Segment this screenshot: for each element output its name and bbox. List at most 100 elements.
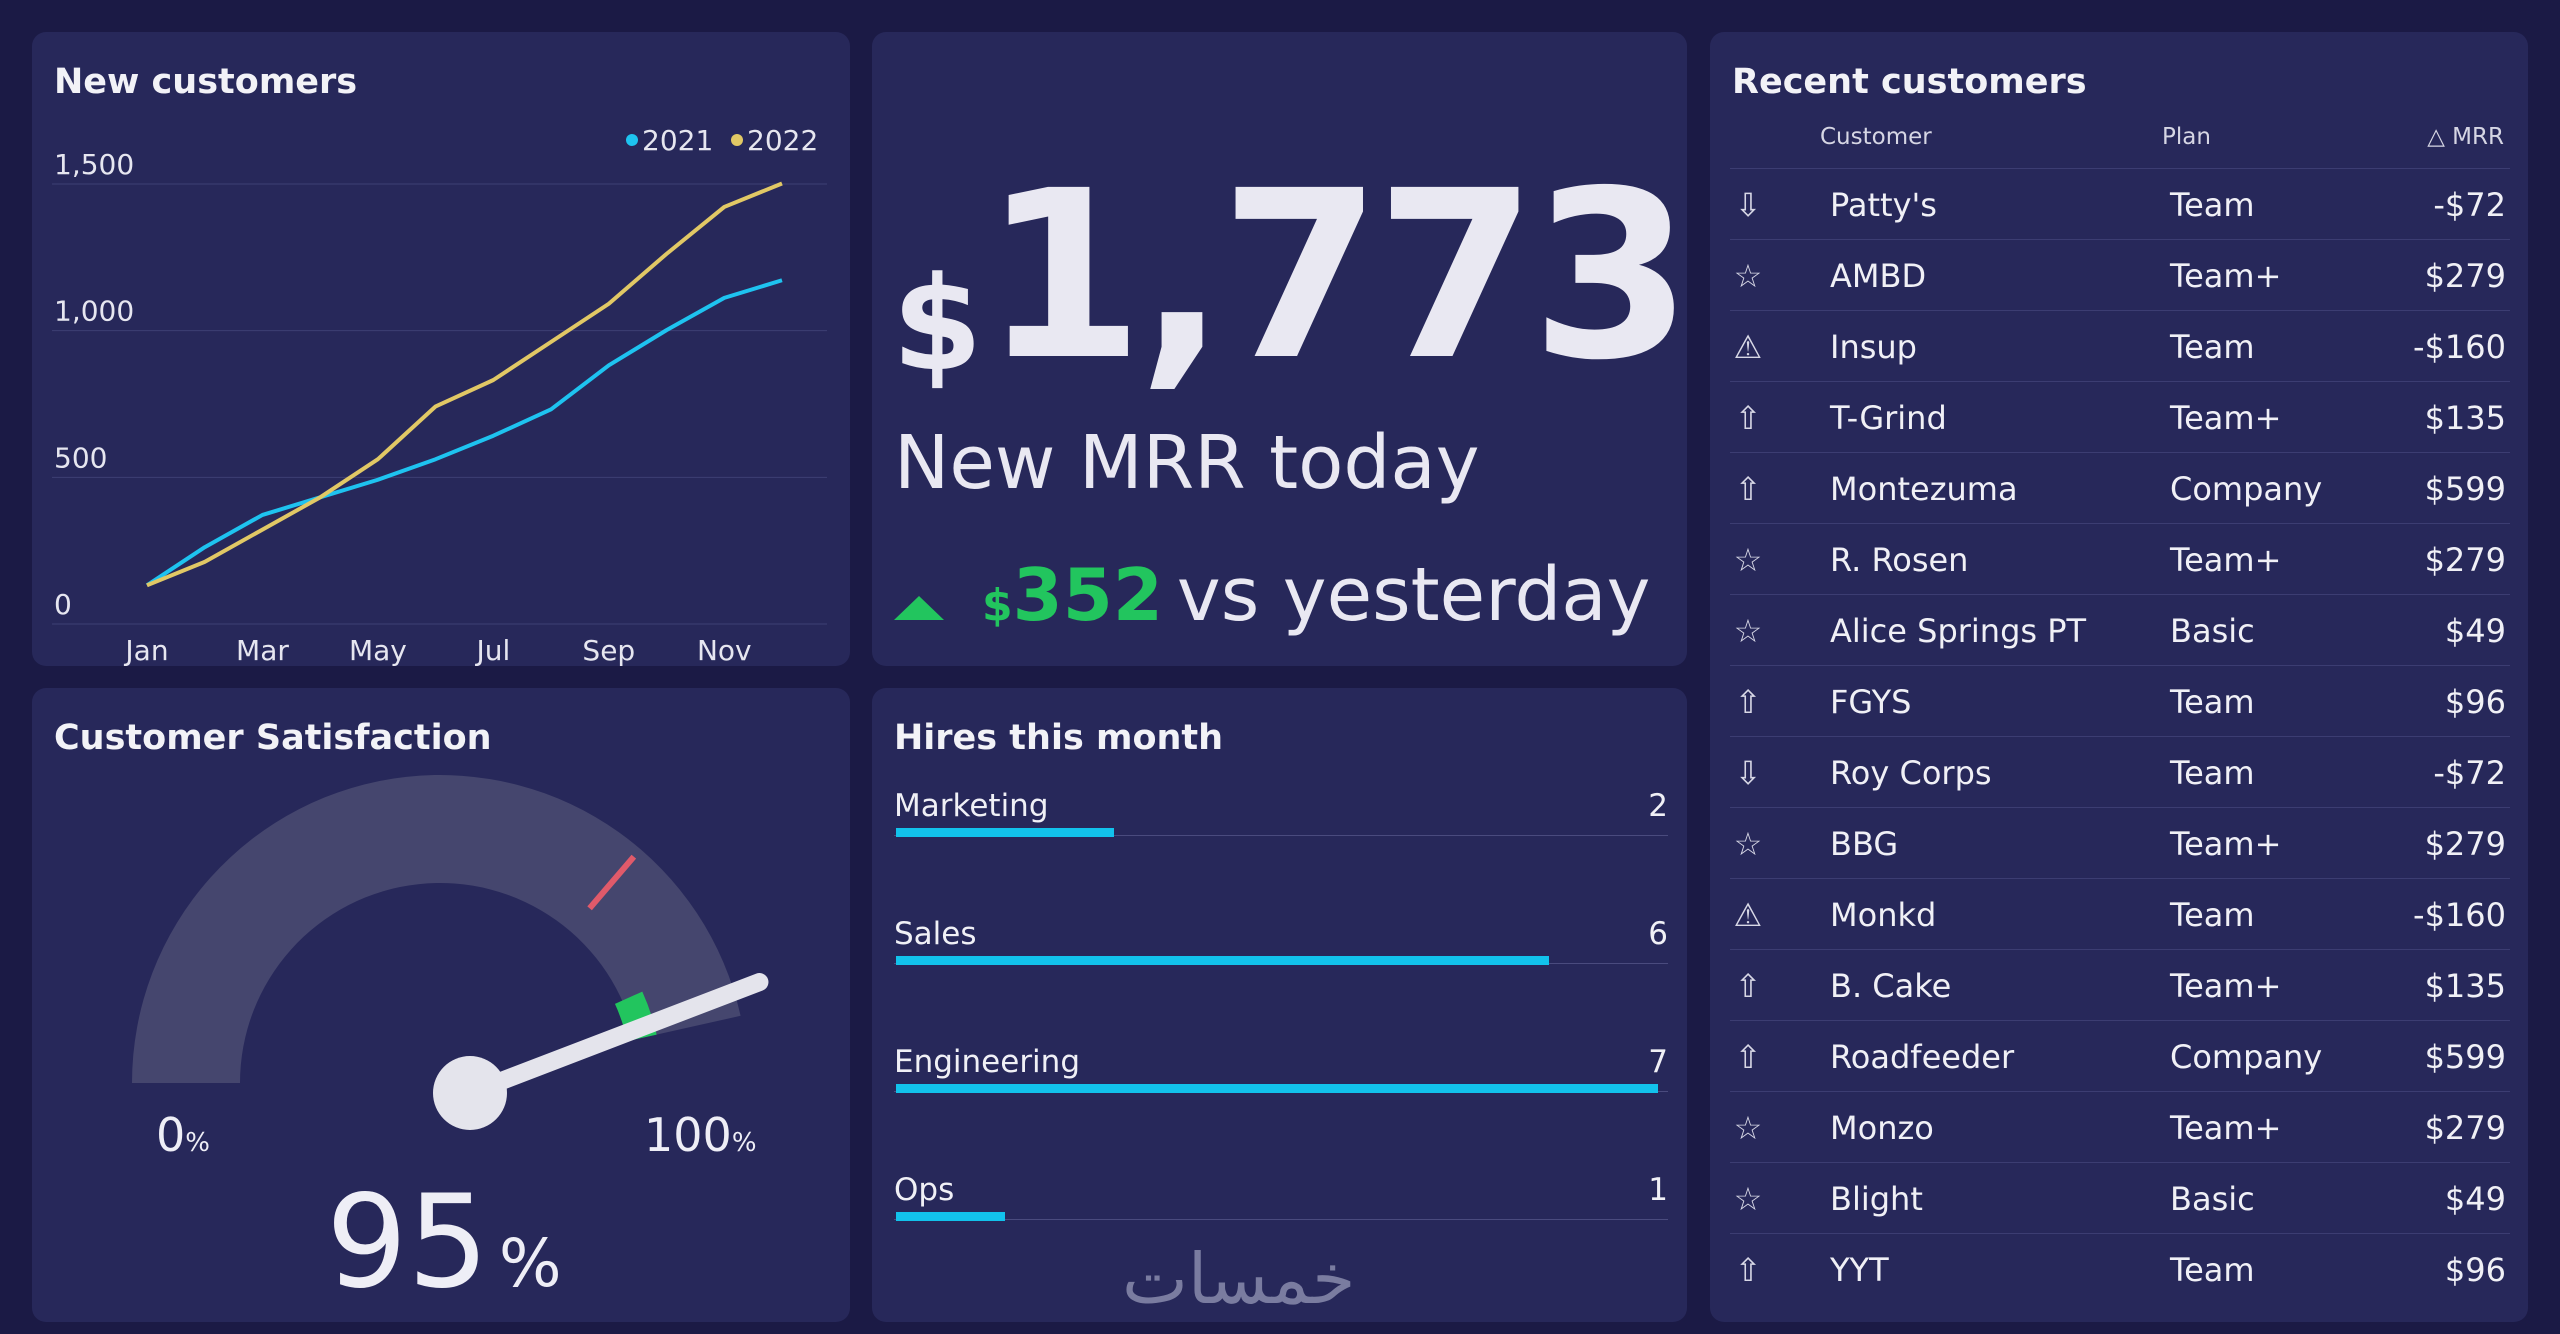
customer-mrr: -$72 xyxy=(2433,186,2506,224)
hire-count: 6 xyxy=(1648,916,1668,952)
column-header-mrr[interactable]: △ MRR xyxy=(2427,124,2504,150)
customer-plan: Team xyxy=(2170,754,2255,792)
customer-mrr: $49 xyxy=(2444,1180,2506,1218)
customer-plan: Company xyxy=(2170,1038,2323,1076)
hire-track xyxy=(894,1219,1668,1220)
up-triangle-icon xyxy=(894,595,944,620)
table-row[interactable]: ⚠ Monkd Team -$160 xyxy=(1730,878,2510,950)
table-row[interactable]: ⚠ Insup Team -$160 xyxy=(1730,310,2510,382)
customer-plan: Basic xyxy=(2170,612,2255,650)
customer-name: T-Grind xyxy=(1830,399,1947,437)
star-icon: ☆ xyxy=(1733,612,1763,650)
table-row[interactable]: ⇧ Roadfeeder Company $599 xyxy=(1730,1020,2510,1092)
table-row[interactable]: ☆ R. Rosen Team+ $279 xyxy=(1730,523,2510,595)
star-icon: ☆ xyxy=(1733,541,1763,579)
customer-mrr: $135 xyxy=(2424,399,2506,437)
table-row[interactable]: ⇩ Patty's Team -$72 xyxy=(1730,168,2510,240)
customer-plan: Team xyxy=(2170,1251,2255,1289)
table-row[interactable]: ⇧ Montezuma Company $599 xyxy=(1730,452,2510,524)
warning-icon: ⚠ xyxy=(1733,896,1763,934)
satisfaction-gauge xyxy=(132,775,769,1130)
customer-plan: Team xyxy=(2170,683,2255,721)
customer-plan: Team xyxy=(2170,328,2255,366)
customer-mrr: -$72 xyxy=(2433,754,2506,792)
panel-title: New customers xyxy=(54,62,358,102)
customer-name: Alice Springs PT xyxy=(1830,612,2087,650)
gauge-min-label: 0% xyxy=(156,1108,210,1162)
column-header-plan[interactable]: Plan xyxy=(2162,124,2211,150)
customer-name: YYT xyxy=(1830,1251,1889,1289)
table-row[interactable]: ☆ Monzo Team+ $279 xyxy=(1730,1091,2510,1163)
customer-name: FGYS xyxy=(1830,683,1912,721)
customer-name: BBG xyxy=(1830,825,1899,863)
customer-mrr: $96 xyxy=(2444,1251,2506,1289)
star-icon: ☆ xyxy=(1733,825,1763,863)
hire-label: Ops xyxy=(894,1172,955,1208)
customer-name: Blight xyxy=(1830,1180,1923,1218)
customer-name: Insup xyxy=(1830,328,1917,366)
hire-bar xyxy=(896,956,1550,965)
customer-plan: Basic xyxy=(2170,1180,2255,1218)
y-tick-label: 0 xyxy=(54,588,72,621)
x-tick-label: Mar xyxy=(236,634,289,666)
column-header-customer[interactable]: Customer xyxy=(1820,124,1932,150)
customer-name: Patty's xyxy=(1830,186,1937,224)
up-arrow-icon: ⇧ xyxy=(1734,683,1762,721)
x-tick-label: Nov xyxy=(697,634,752,666)
panel-title: Recent customers xyxy=(1732,62,2087,102)
customer-mrr: $599 xyxy=(2424,470,2506,508)
customer-name: R. Rosen xyxy=(1830,541,1969,579)
customer-name: Monkd xyxy=(1830,896,1937,934)
hire-label: Marketing xyxy=(894,788,1049,824)
gauge-max-label: 100% xyxy=(644,1108,757,1162)
legend-label: 2021 xyxy=(642,124,713,157)
x-tick-label: Jan xyxy=(123,634,168,666)
mrr-currency: $ xyxy=(892,248,983,400)
series-line-2021 xyxy=(145,278,783,588)
y-tick-label: 500 xyxy=(54,441,107,474)
up-arrow-icon: ⇧ xyxy=(1734,1038,1762,1076)
down-arrow-icon: ⇩ xyxy=(1734,186,1762,224)
new-customers-chart: 0 500 1,000 1,500 Jan Mar May Jul Sep Nov 2021 2022 xyxy=(52,124,827,666)
customer-name: B. Cake xyxy=(1830,967,1952,1005)
x-tick-label: Jul xyxy=(474,634,510,666)
panel-title: Customer Satisfaction xyxy=(54,718,492,758)
customer-mrr: $279 xyxy=(2424,541,2506,579)
table-row[interactable]: ☆ Alice Springs PT Basic $49 xyxy=(1730,594,2510,666)
hire-track xyxy=(894,835,1668,836)
table-row[interactable]: ☆ Blight Basic $49 xyxy=(1730,1162,2510,1234)
x-tick-label: Sep xyxy=(582,634,635,666)
warning-icon: ⚠ xyxy=(1733,328,1763,366)
table-row[interactable]: ⇧ YYT Team $96 xyxy=(1730,1233,2510,1305)
gauge-needle-hub xyxy=(433,1056,507,1130)
table-row[interactable]: ⇧ FGYS Team $96 xyxy=(1730,665,2510,737)
table-row[interactable]: ⇧ B. Cake Team+ $135 xyxy=(1730,949,2510,1021)
customer-plan: Team+ xyxy=(2170,257,2282,295)
hires-panel: Hires this month Marketing 2 Sales 6 Enginee… xyxy=(872,688,1687,1322)
table-row[interactable]: ⇩ Roy Corps Team -$72 xyxy=(1730,736,2510,808)
hire-count: 1 xyxy=(1648,1172,1668,1208)
customer-mrr: $135 xyxy=(2424,967,2506,1005)
up-arrow-icon: ⇧ xyxy=(1734,470,1762,508)
up-arrow-icon: ⇧ xyxy=(1734,399,1762,437)
satisfaction-panel: Customer Satisfaction 0% 100% 95% xyxy=(32,688,850,1322)
table-row[interactable]: ☆ BBG Team+ $279 xyxy=(1730,807,2510,879)
up-arrow-icon: ⇧ xyxy=(1734,1251,1762,1289)
star-icon: ☆ xyxy=(1733,1180,1763,1218)
down-arrow-icon: ⇩ xyxy=(1734,754,1762,792)
customer-mrr: $279 xyxy=(2424,825,2506,863)
delta-value: 352 xyxy=(1012,553,1163,637)
new-customers-panel: New customers 0 500 1,000 1,500 Jan Mar May Jul… xyxy=(32,32,850,666)
customer-mrr: $279 xyxy=(2424,1109,2506,1147)
satisfaction-value: 95% xyxy=(326,1168,562,1317)
customer-plan: Team+ xyxy=(2170,399,2282,437)
gauge-target-marker xyxy=(587,854,637,911)
hire-bar xyxy=(896,1212,1005,1221)
table-row[interactable]: ⇧ T-Grind Team+ $135 xyxy=(1730,381,2510,453)
gauge-needle xyxy=(461,973,769,1102)
hire-bar xyxy=(896,1084,1658,1093)
table-row[interactable]: ☆ AMBD Team+ $279 xyxy=(1730,239,2510,311)
customer-plan: Team+ xyxy=(2170,1109,2282,1147)
customer-plan: Team xyxy=(2170,186,2255,224)
mrr-value: 1,773 xyxy=(982,141,1687,411)
